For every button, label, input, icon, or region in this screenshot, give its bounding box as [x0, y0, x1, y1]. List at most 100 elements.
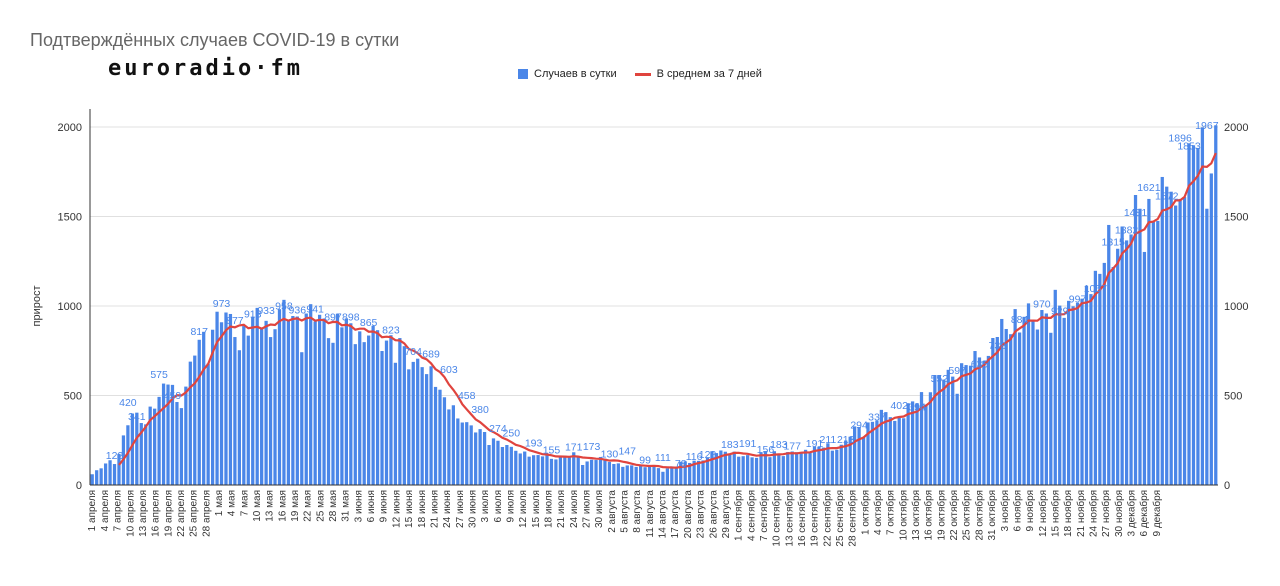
x-tick-label: 1 сентября: [733, 490, 745, 541]
data-label: 193: [525, 437, 543, 449]
data-label: 817: [190, 326, 208, 338]
x-tick-label: 10 мая: [252, 490, 263, 522]
daily-bar: [701, 460, 705, 485]
daily-bar: [964, 365, 968, 485]
data-label: 575: [150, 369, 168, 381]
daily-bar: [322, 318, 326, 485]
daily-bar: [411, 361, 415, 485]
x-tick-label: 18 ноября: [1062, 490, 1074, 537]
daily-bar: [304, 313, 308, 485]
daily-bar: [161, 383, 166, 485]
data-label: 1057: [1084, 283, 1108, 295]
x-tick-label: 24 июня: [442, 490, 453, 528]
y-tick-right: 1000: [1224, 301, 1248, 313]
x-tick-label: 1 мая: [214, 490, 225, 516]
daily-bar: [139, 423, 143, 485]
x-tick-label: 25 октября: [961, 490, 973, 541]
daily-bar: [857, 427, 861, 485]
daily-bar: [1062, 317, 1066, 485]
x-tick-label: 24 ноября: [1087, 490, 1099, 537]
legend-item-daily[interactable]: Случаев в сутки: [518, 68, 617, 80]
x-tick-label: 21 ноября: [1075, 490, 1087, 537]
data-label: 941: [306, 304, 324, 316]
x-tick-label: 19 мая: [290, 490, 301, 522]
daily-bar: [795, 452, 799, 485]
daily-bar: [933, 375, 937, 485]
x-tick-label: 4 мая: [227, 490, 238, 516]
x-tick-label: 13 сентября: [783, 490, 795, 547]
daily-bar: [897, 416, 901, 485]
daily-bar: [558, 457, 563, 485]
daily-bar: [799, 452, 803, 485]
x-tick-label: 9 декабря: [1151, 490, 1163, 536]
data-label: 933: [257, 305, 275, 317]
x-tick-label: 23 августа: [696, 490, 707, 539]
daily-bar: [924, 404, 928, 485]
x-tick-label: 15 июня: [404, 490, 415, 528]
daily-bar: [514, 450, 518, 485]
daily-bar: [456, 418, 460, 485]
daily-bar: [242, 326, 246, 485]
x-tick-label: 3 ноября: [999, 490, 1011, 531]
x-tick-label: 3 декабря: [1126, 490, 1138, 536]
daily-bar: [741, 456, 745, 485]
daily-bar: [1133, 195, 1138, 486]
data-label: 552: [931, 373, 949, 385]
daily-bar: [960, 363, 964, 485]
daily-bar: [523, 451, 527, 485]
daily-bar: [977, 357, 982, 485]
x-tick-label: 4 октября: [872, 490, 884, 535]
data-label: 1572: [1155, 191, 1179, 203]
daily-bar: [830, 450, 834, 485]
x-tick-label: 3 июля: [480, 490, 491, 522]
legend-line-swatch: [634, 72, 651, 76]
daily-bar: [786, 452, 790, 485]
daily-bar: [768, 457, 772, 485]
data-label: 183: [770, 439, 788, 451]
daily-bar: [202, 331, 206, 485]
daily-bar: [839, 444, 843, 485]
daily-bar: [264, 320, 268, 485]
daily-bar: [210, 329, 215, 485]
x-tick-label: 15 июля: [531, 490, 542, 528]
daily-bar: [1200, 127, 1205, 486]
daily-bar: [870, 421, 875, 485]
daily-bar: [1205, 208, 1209, 485]
daily-bar: [696, 460, 701, 485]
data-label: 191: [806, 438, 824, 450]
data-label: 877: [226, 315, 244, 327]
avg-line: [118, 152, 1217, 469]
daily-bar: [491, 438, 496, 485]
daily-bar: [433, 386, 438, 485]
daily-bar: [233, 337, 237, 485]
daily-bar: [478, 429, 482, 485]
x-tick-label: 19 октября: [935, 490, 947, 541]
daily-bar: [879, 409, 884, 485]
daily-bar: [353, 344, 357, 485]
x-tick-label: 10 апреля: [125, 490, 136, 537]
daily-bar: [291, 316, 295, 485]
daily-bar: [1178, 198, 1182, 485]
data-label: 250: [503, 427, 521, 439]
x-tick-label: 27 ноября: [1100, 490, 1112, 537]
daily-bar: [429, 366, 433, 485]
daily-bar: [1071, 306, 1075, 485]
legend-item-average[interactable]: В среднем за 7 дней: [634, 68, 762, 80]
data-label: 420: [119, 397, 137, 409]
daily-bar: [915, 403, 919, 485]
daily-bar: [237, 350, 241, 485]
daily-bar: [888, 417, 892, 485]
daily-bar: [447, 409, 451, 485]
daily-bar: [193, 355, 197, 485]
data-label: 122: [106, 450, 124, 462]
daily-bar: [705, 457, 710, 485]
daily-bar: [197, 339, 201, 485]
daily-bar: [500, 447, 505, 485]
daily-bar: [1147, 198, 1151, 485]
daily-bar: [661, 471, 665, 485]
daily-bar: [919, 392, 924, 485]
y-tick-left: 2000: [58, 122, 82, 134]
daily-bar: [536, 455, 540, 485]
daily-bar: [1093, 270, 1098, 485]
